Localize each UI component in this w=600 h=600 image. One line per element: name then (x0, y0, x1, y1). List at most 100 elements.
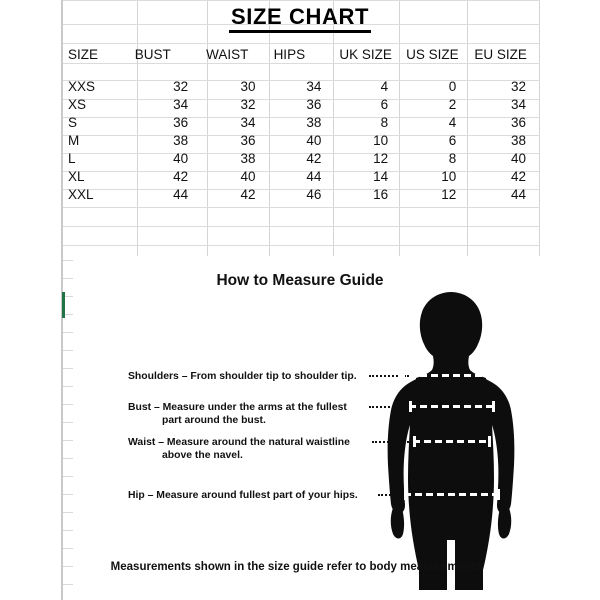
cell-size: XL (68, 169, 85, 184)
column-header-hips: HIPS (273, 47, 306, 62)
cell-waist: 42 (240, 187, 256, 202)
cell-size: XS (68, 97, 87, 112)
measurement-cap-hip-right (497, 489, 500, 500)
measurement-arrow-waist (413, 440, 491, 443)
cell-us: 8 (448, 151, 457, 166)
measurements-note: Measurements shown in the size guide ref… (110, 561, 482, 573)
table-row: XXS 32 30 34 4 0 32 (64, 78, 540, 96)
cell-uk: 10 (373, 133, 389, 148)
measurement-arrow-bust (409, 405, 495, 408)
selected-cell-marker (62, 292, 65, 318)
measure-item-hip: Hip – Measure around fullest part of you… (128, 489, 364, 502)
measure-item-bust: Bust – Measure under the arms at the ful… (128, 401, 364, 427)
cell-hips: 38 (306, 115, 322, 130)
leader-line-bust (369, 406, 409, 408)
cell-eu: 32 (510, 79, 526, 94)
cell-waist: 30 (240, 79, 256, 94)
cell-uk: 16 (373, 187, 389, 202)
measurement-cap-hip-left (404, 489, 407, 500)
measurement-arrow-shoulders (398, 374, 504, 377)
table-header-row: SIZE BUST WAIST HIPS UK SIZE US SIZE EU … (64, 46, 540, 64)
cell-size: M (68, 133, 80, 148)
cell-bust: 42 (173, 169, 189, 184)
cell-hips: 44 (306, 169, 322, 184)
cell-bust: 32 (173, 79, 189, 94)
cell-us: 10 (441, 169, 457, 184)
size-chart-table: SIZE BUST WAIST HIPS UK SIZE US SIZE EU … (64, 46, 540, 204)
measurement-cap-bust-left (409, 401, 412, 412)
cell-size: S (68, 115, 78, 130)
cell-us: 2 (448, 97, 457, 112)
column-header-waist: WAIST (206, 47, 249, 62)
cell-waist: 32 (240, 97, 256, 112)
measure-item-hip-line1: Hip – Measure around fullest part of you… (128, 490, 358, 501)
cell-waist: 38 (240, 151, 256, 166)
measurement-cap-waist-right (488, 436, 491, 447)
measure-item-waist-line2: above the navel. (162, 450, 243, 461)
cell-eu: 42 (510, 169, 526, 184)
measure-item-waist: Waist – Measure around the natural waist… (128, 436, 364, 462)
column-header-eu-size: EU SIZE (474, 47, 527, 62)
cell-bust: 38 (173, 133, 189, 148)
measure-guide-heading: How to Measure Guide (216, 272, 384, 289)
cell-size: XXS (68, 79, 96, 94)
leader-line-shoulders (369, 375, 409, 377)
cell-waist: 40 (240, 169, 256, 184)
cell-uk: 12 (373, 151, 389, 166)
cell-uk: 8 (380, 115, 389, 130)
column-header-uk-size: UK SIZE (339, 47, 392, 62)
table-row: M 38 36 40 10 6 38 (64, 132, 540, 150)
spreadsheet-row-ticks (63, 256, 75, 600)
measurement-cap-shoulders-left (398, 370, 401, 381)
column-header-us-size: US SIZE (406, 47, 459, 62)
cell-us: 4 (448, 115, 457, 130)
body-silhouette-svg (387, 292, 515, 590)
cell-hips: 40 (306, 133, 322, 148)
measurement-arrow-hip (404, 493, 500, 496)
measurement-cap-waist-left (413, 436, 416, 447)
measurement-cap-bust-right (492, 401, 495, 412)
cell-waist: 36 (240, 133, 256, 148)
cell-eu: 44 (510, 187, 526, 202)
table-row: XXL 44 42 46 16 12 44 (64, 186, 540, 204)
measurement-cap-shoulders-right (501, 370, 504, 381)
cell-eu: 34 (510, 97, 526, 112)
table-row: XS 34 32 36 6 2 34 (64, 96, 540, 114)
cell-us: 0 (448, 79, 457, 94)
table-spacer-row (64, 64, 540, 78)
cell-uk: 14 (373, 169, 389, 184)
cell-bust: 34 (173, 97, 189, 112)
cell-bust: 44 (173, 187, 189, 202)
page-title-text: SIZE CHART (229, 4, 371, 33)
column-header-bust: BUST (134, 47, 171, 62)
spreadsheet-grid (62, 0, 540, 256)
measure-item-bust-line2: part around the bust. (162, 415, 266, 426)
body-silhouette (376, 290, 526, 590)
cell-size: XXL (68, 187, 94, 202)
cell-hips: 36 (306, 97, 322, 112)
cell-bust: 40 (173, 151, 189, 166)
page-title: SIZE CHART (0, 4, 600, 33)
column-header-size: SIZE (68, 47, 99, 62)
cell-us: 6 (448, 133, 457, 148)
measure-item-waist-line1: Waist – Measure around the natural waist… (128, 437, 350, 448)
measure-item-shoulders: Shoulders – From shoulder tip to shoulde… (128, 370, 358, 383)
cell-eu: 36 (510, 115, 526, 130)
cell-uk: 4 (380, 79, 389, 94)
table-row: XL 42 40 44 14 10 42 (64, 168, 540, 186)
measure-item-shoulders-line1: Shoulders – From shoulder tip to shoulde… (128, 371, 357, 382)
cell-us: 12 (441, 187, 457, 202)
table-row: L 40 38 42 12 8 40 (64, 150, 540, 168)
cell-eu: 40 (510, 151, 526, 166)
cell-waist: 34 (240, 115, 256, 130)
cell-hips: 46 (306, 187, 322, 202)
measure-item-bust-line1: Bust – Measure under the arms at the ful… (128, 402, 347, 413)
cell-hips: 42 (306, 151, 322, 166)
cell-eu: 38 (510, 133, 526, 148)
cell-size: L (68, 151, 76, 166)
cell-uk: 6 (380, 97, 389, 112)
table-row: S 36 34 38 8 4 36 (64, 114, 540, 132)
cell-hips: 34 (306, 79, 322, 94)
cell-bust: 36 (173, 115, 189, 130)
